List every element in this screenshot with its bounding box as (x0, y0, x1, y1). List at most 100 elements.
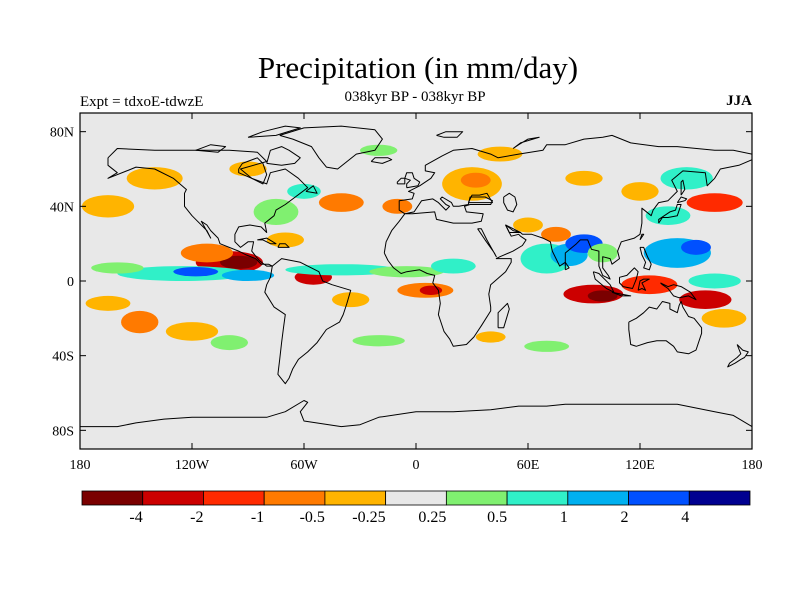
anomaly-patch (253, 198, 299, 225)
anomaly-patch (229, 161, 267, 177)
chart-title: Precipitation (in mm/day) (257, 50, 579, 85)
anomaly-patch (221, 269, 275, 281)
colorbar-swatch (688, 490, 751, 506)
coastline-caspian (503, 192, 518, 213)
lat-tick-label: 40S (52, 350, 74, 365)
coastline-sulawesi (637, 278, 650, 291)
lat-tick-label: 80N (50, 126, 74, 141)
lat-tick-label: 40N (50, 200, 74, 215)
anomaly-patch (91, 262, 144, 274)
colorbar-label: -0.25 (352, 509, 385, 526)
longitude-axis: 180 120W 60W 0 60E 120E 180 (70, 113, 763, 473)
anomaly-patch (81, 195, 135, 218)
colorbar-swatch (142, 490, 204, 506)
lon-tick-label: 180 (742, 458, 763, 473)
anomaly-patch (85, 295, 131, 311)
anomaly-patch (621, 182, 659, 201)
anomaly-patch (587, 290, 618, 302)
coastline-cuba (257, 237, 277, 245)
colorbar-label: 1 (560, 509, 568, 526)
anomaly-patch (477, 146, 523, 162)
coastline-black-sea (467, 192, 493, 204)
coastline-ellesmere (247, 125, 301, 138)
coastline-borneo (619, 267, 639, 289)
anomaly-patch (210, 335, 248, 351)
colorbar-swatch (385, 490, 447, 506)
colorbar-swatch (445, 490, 508, 506)
coastline-svalbard (436, 131, 464, 138)
lat-tick-label: 80S (52, 424, 74, 439)
coastline-persian-gulf (505, 224, 521, 233)
colorbar-swatch (628, 490, 690, 506)
lon-tick-label: 120W (175, 458, 210, 473)
colorbar-label: 2 (621, 509, 629, 526)
latitude-axis: 80N 40N 0 40S 80S (50, 126, 752, 439)
anomaly-patch (701, 309, 747, 328)
colorbar-swatch (506, 490, 569, 506)
colorbar-label: 0.5 (487, 509, 507, 526)
colorbar-swatch (203, 490, 265, 506)
coastline-australia (628, 301, 703, 355)
coastline-philippines (639, 246, 652, 271)
coastline-japan (658, 204, 682, 224)
lon-tick-label: 120E (625, 458, 655, 473)
anomaly-patch (513, 217, 543, 233)
anomaly-patch (126, 167, 183, 190)
colorbar-swatch (324, 490, 387, 506)
colorbar: -4 -2 -1 -0.5 -0.25 0.25 0.5 1 2 4 (81, 490, 751, 526)
anomaly-patch (660, 167, 713, 190)
coastline-new-zealand (727, 344, 749, 368)
coastline-greenland (279, 125, 383, 170)
anomaly-patch (180, 243, 234, 263)
coastline-africa-eurasia (383, 134, 752, 347)
anomaly-patch (688, 273, 741, 289)
anomaly-patch (318, 193, 364, 212)
lon-tick-label: 180 (70, 458, 91, 473)
coastline-mediterranean (404, 196, 493, 224)
anomaly-patch (621, 275, 678, 295)
coastline-iceland (370, 157, 393, 164)
coastline-baffin (266, 146, 301, 166)
lat-tick-label: 0 (67, 275, 74, 290)
coastline-antarctica (80, 400, 752, 428)
coastline-south-america (264, 258, 352, 385)
coastline-new-guinea (660, 282, 697, 301)
coastline-taiwan (639, 233, 645, 241)
colorbar-swatch (263, 490, 326, 506)
anomaly-patch (430, 258, 476, 274)
anomaly-patch (352, 335, 405, 347)
coastline-hispaniola (277, 243, 290, 248)
colorbar-swatch (81, 490, 144, 506)
coastline-victoria-island (195, 144, 227, 153)
colorbar-label: -1 (251, 509, 264, 526)
anomaly-patch (565, 170, 603, 186)
anomaly-patch (165, 322, 219, 341)
anomaly-patch (121, 310, 159, 334)
colorbar-label: 4 (681, 509, 689, 526)
coastline-madagascar (497, 302, 510, 329)
anomaly-patch (541, 226, 571, 242)
coastline-sri-lanka (564, 261, 570, 271)
anomaly-patch (475, 331, 506, 343)
coastlines (80, 125, 752, 428)
anomaly-patch (382, 198, 413, 214)
coastline-ireland (396, 177, 406, 185)
season-label: JJA (726, 93, 752, 109)
anomaly-patch (524, 340, 570, 352)
coastline-hokkaido (676, 196, 688, 204)
anomaly-patch (220, 255, 258, 269)
coastline-novaya-zemlya (512, 136, 540, 149)
anomaly-patch (645, 206, 691, 226)
anomaly-patch (332, 292, 370, 308)
lon-tick-label: 0 (413, 458, 420, 473)
coastline-red-sea (477, 228, 497, 258)
anomaly-patch (681, 239, 711, 255)
coastline-british-isles (404, 172, 421, 189)
coastline-sakhalin (680, 179, 686, 196)
anomaly-patch (287, 183, 321, 199)
anomaly-patch (679, 290, 732, 309)
colorbar-label: -2 (190, 509, 203, 526)
anomaly-patch (587, 243, 618, 263)
anomaly-patch (173, 267, 219, 277)
